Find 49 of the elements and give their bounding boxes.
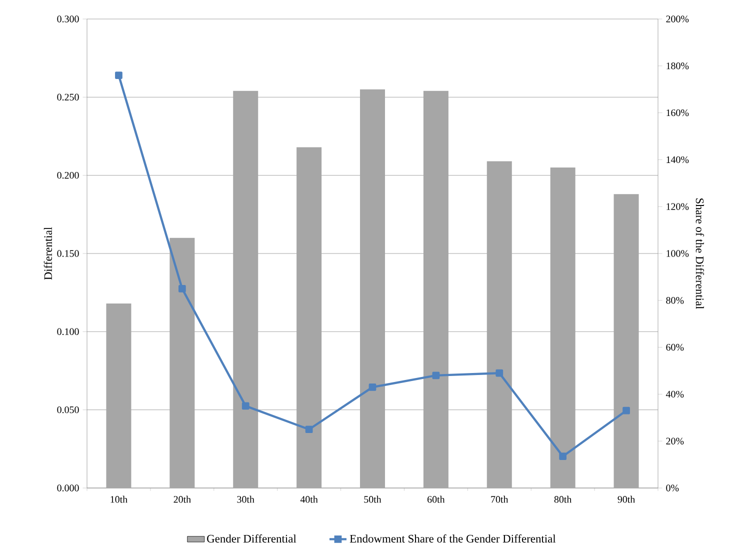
- y-tick-label: 0.100: [57, 328, 79, 336]
- x-tick-label: 50th: [364, 496, 382, 503]
- y2-tick-label: 160%: [666, 109, 689, 116]
- y2-tick-label: 200%: [666, 16, 689, 22]
- point: [115, 72, 122, 79]
- y-tick-label: 0.050: [57, 406, 79, 414]
- y2-tick-label: 40%: [666, 390, 684, 398]
- legend-label: Endowment Share of the Gender Differential: [350, 534, 556, 543]
- y2-axis-title: Share of the Differential: [696, 198, 704, 310]
- point: [496, 369, 504, 377]
- y2-tick-label: 180%: [666, 62, 689, 70]
- y2-tick-label: 120%: [666, 203, 689, 210]
- y-tick-label: 0.150: [57, 250, 79, 257]
- x-tick-label: 90th: [618, 496, 636, 503]
- point: [242, 402, 250, 410]
- y-tick-label: 0.200: [57, 172, 79, 179]
- y2-tick-label: 60%: [666, 344, 684, 351]
- bar: [170, 238, 195, 488]
- y2-tick-label: 140%: [666, 156, 689, 164]
- y-tick-label: 0.300: [57, 16, 79, 22]
- point: [368, 383, 376, 391]
- x-tick-label: 10th: [110, 496, 128, 503]
- x-tick-label: 20th: [174, 496, 191, 503]
- point: [178, 284, 186, 292]
- bar: [486, 161, 512, 488]
- bar: [233, 90, 258, 488]
- y-tick-label: 0.000: [57, 484, 79, 492]
- y-axis-title: Differential: [44, 227, 52, 280]
- bar: [550, 168, 576, 488]
- y2-tick-label: 20%: [666, 438, 684, 444]
- bar: [423, 90, 448, 488]
- point: [622, 406, 630, 414]
- bar: [296, 147, 322, 488]
- y2-tick-label: 100%: [666, 250, 689, 257]
- bar: [360, 89, 385, 488]
- x-tick-label: 60th: [428, 496, 445, 503]
- point: [559, 452, 567, 460]
- x-tick-label: 70th: [491, 496, 508, 503]
- y2-tick-label: 0%: [666, 484, 679, 492]
- x-tick-label: 30th: [237, 496, 254, 503]
- point: [305, 426, 313, 434]
- x-tick-label: 80th: [554, 496, 572, 503]
- x-tick-label: 40th: [300, 496, 318, 503]
- legend-label: Gender Differential: [207, 534, 296, 543]
- bar: [614, 194, 639, 488]
- y2-tick-label: 80%: [666, 297, 684, 304]
- y-tick-label: 0.250: [57, 94, 79, 101]
- point: [432, 372, 440, 380]
- bar: [106, 304, 132, 488]
